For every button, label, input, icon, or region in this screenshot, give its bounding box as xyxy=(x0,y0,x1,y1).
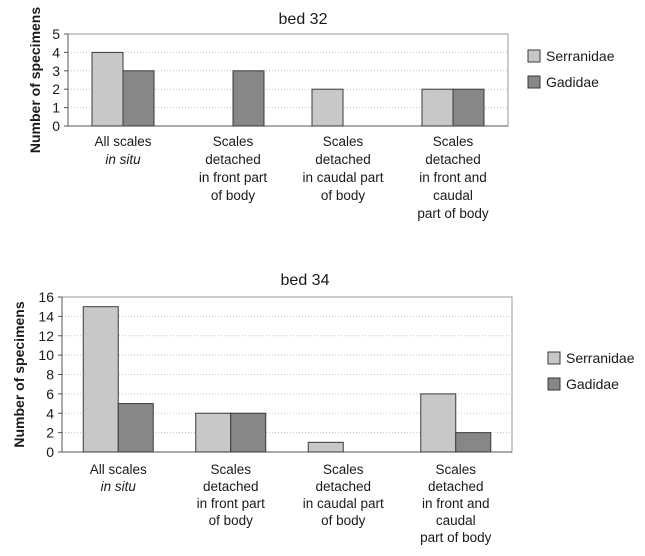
x-tick-label: in front part xyxy=(199,170,268,185)
legend-swatch-gadidae xyxy=(547,377,561,391)
y-tick-label: 5 xyxy=(52,26,60,42)
bar-gadidae xyxy=(232,70,265,127)
chart-bed-34: bed 34 0 2 4 6 8 10 12 14 16 Number of specimens Al… xyxy=(11,272,635,545)
y-axis-label: Number of specimens xyxy=(11,301,27,447)
x-tick-label: detached xyxy=(315,152,371,167)
x-tick-label: detached xyxy=(428,479,484,494)
x-tick-label: part of body xyxy=(417,206,489,221)
y-tick-label: 8 xyxy=(46,367,54,383)
bar-serranidae xyxy=(311,88,344,127)
legend-label-serranidae: Serranidae xyxy=(566,350,635,366)
bar-gadidae xyxy=(455,432,492,453)
y-tick-label: 2 xyxy=(52,81,60,97)
x-tick-label: in caudal part xyxy=(303,496,384,511)
legend-label-serranidae: Serranidae xyxy=(546,48,615,64)
legend-swatch-gadidae xyxy=(527,75,541,89)
x-tick-label: of body xyxy=(209,513,254,528)
x-tick-label: Scales xyxy=(433,134,474,149)
x-tick-label: detached xyxy=(315,479,371,494)
y-tick-label: 6 xyxy=(46,386,54,402)
y-tick-label: 1 xyxy=(52,100,60,116)
y-tick-label: 16 xyxy=(38,289,54,305)
x-tick-label: part of body xyxy=(420,530,492,545)
x-tick-label: in front and xyxy=(419,170,487,185)
y-tick-label: 10 xyxy=(38,347,54,363)
x-tick-label: caudal xyxy=(433,188,473,203)
chart-title: bed 34 xyxy=(281,272,330,289)
x-tick-label: detached xyxy=(425,152,481,167)
y-tick-label: 12 xyxy=(38,328,54,344)
x-tick-label: in situ xyxy=(105,152,141,167)
x-tick-label: of body xyxy=(211,188,256,203)
y-tick-label: 3 xyxy=(52,63,60,79)
y-tick-label: 4 xyxy=(52,44,60,60)
x-tick-label: Scales xyxy=(323,134,364,149)
x-tick-label: Scales xyxy=(435,462,476,477)
bar-serranidae xyxy=(82,306,119,453)
y-tick-label: 2 xyxy=(46,425,54,441)
chart-title: bed 32 xyxy=(279,11,328,28)
bar-serranidae xyxy=(421,88,454,127)
x-tick-label: Scales xyxy=(323,462,364,477)
legend-swatch-serranidae xyxy=(527,49,541,63)
bar-gadidae xyxy=(230,412,267,453)
bar-serranidae xyxy=(307,441,344,453)
legend-swatch-serranidae xyxy=(547,351,561,365)
bar-gadidae xyxy=(117,403,154,453)
y-tick-label: 4 xyxy=(46,405,54,421)
x-tick-label: in situ xyxy=(101,479,137,494)
x-tick-label: Scales xyxy=(210,462,251,477)
x-tick-label: All scales xyxy=(90,462,147,477)
x-tick-label: of body xyxy=(321,513,366,528)
x-tick-label: detached xyxy=(203,479,259,494)
x-tick-label: Scales xyxy=(213,134,254,149)
y-tick-label: 14 xyxy=(38,308,54,324)
bar-gadidae xyxy=(452,88,485,127)
bar-gadidae xyxy=(122,70,155,127)
x-tick-label: in caudal part xyxy=(302,170,383,185)
bar-serranidae xyxy=(195,412,232,453)
y-axis-label: Number of specimens xyxy=(27,7,43,153)
x-tick-label: of body xyxy=(321,188,366,203)
bar-serranidae xyxy=(420,393,457,453)
x-tick-label: detached xyxy=(205,152,261,167)
y-tick-label: 0 xyxy=(46,444,54,460)
x-tick-label: All scales xyxy=(94,134,151,149)
y-tick-label: 0 xyxy=(52,118,60,134)
x-tick-label: in front part xyxy=(197,496,266,511)
legend-label-gadidae: Gadidae xyxy=(566,376,619,392)
chart-bed-32: bed 32 0 1 2 3 4 5 Number of specimens All scale… xyxy=(27,7,615,221)
x-tick-label: in front and xyxy=(422,496,490,511)
x-tick-label: caudal xyxy=(436,513,476,528)
legend-label-gadidae: Gadidae xyxy=(546,74,599,90)
bar-serranidae xyxy=(91,51,124,127)
